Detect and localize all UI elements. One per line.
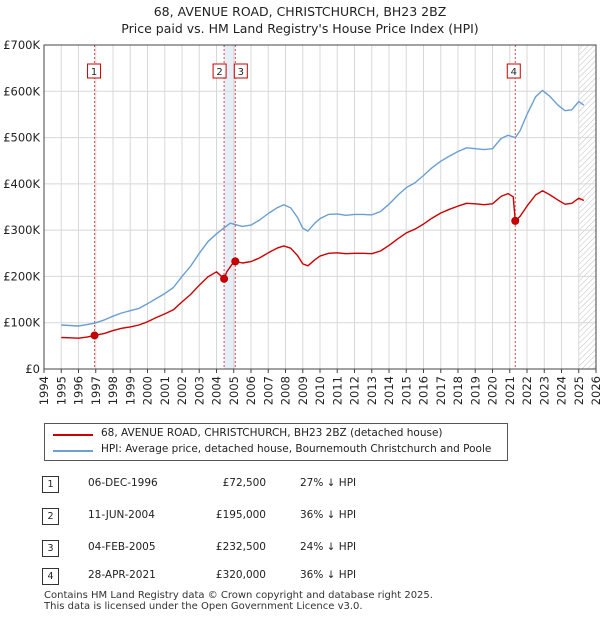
hpi-series-line: [61, 89, 585, 327]
x-tick-label: 2023: [537, 376, 551, 405]
x-tick-label: 2026: [589, 376, 600, 405]
x-tick-label: 1997: [89, 376, 103, 405]
x-tick-label: 2006: [244, 376, 258, 405]
sale-point: [90, 331, 99, 340]
sale-point: [511, 216, 520, 225]
sale-hpi-diff: 24% ↓ HPI: [300, 541, 357, 553]
x-tick-label: 2018: [451, 376, 465, 405]
sale-hpi-diff: 36% ↓ HPI: [300, 509, 357, 521]
x-tick-label: 2020: [486, 376, 500, 405]
price-chart: 1 2 3 4 £0 £100K £200K £300K £400K £500K £600K £70…: [3, 38, 600, 405]
chart-subtitle: Price paid vs. HM Land Registry's House …: [121, 21, 479, 36]
x-tick-label: 2021: [503, 376, 517, 405]
legend: 68, AVENUE ROAD, CHRISTCHURCH, BH23 2BZ …: [44, 423, 508, 461]
x-tick-label: 2009: [296, 376, 310, 405]
sale-marker-label: 3: [238, 67, 244, 78]
sale-number-badge: 2: [42, 508, 59, 525]
x-tick-label: 2000: [141, 376, 155, 405]
x-tick-label: 1995: [54, 376, 68, 405]
sale-marker-box: [233, 63, 248, 79]
sale-marker-box: [506, 63, 521, 79]
y-tick-label: £0: [25, 362, 40, 376]
footer-copyright: Contains HM Land Registry data © Crown c…: [44, 590, 433, 601]
x-tick-label: 1994: [37, 376, 51, 405]
sale-price: £72,500: [222, 477, 266, 489]
sale-point: [231, 257, 240, 266]
sale-hpi-diff: 27% ↓ HPI: [300, 477, 357, 489]
sale-date: 06-DEC-1996: [88, 477, 158, 489]
legend-label-hpi: HPI: Average price, detached house, Bour…: [101, 443, 492, 455]
x-tick-label: 2014: [382, 376, 396, 405]
sale-number-badge: 3: [42, 540, 59, 557]
sale-marker-box: [87, 63, 102, 79]
x-tick-label: 2016: [417, 376, 431, 405]
y-tick-label: £400K: [3, 177, 40, 191]
x-tick-label: 2024: [555, 376, 569, 405]
x-tick-label: 1996: [72, 376, 86, 405]
sale-marker-label: 1: [91, 67, 97, 78]
sale-date: 04-FEB-2005: [88, 541, 156, 553]
legend-label-property: 68, AVENUE ROAD, CHRISTCHURCH, BH23 2BZ …: [101, 427, 443, 439]
sale-number-badge: 4: [42, 568, 59, 585]
plot-frame: [43, 44, 597, 370]
property-series-line: [61, 190, 585, 339]
shaded-period: [224, 45, 236, 369]
footer-licence: This data is licensed under the Open Gov…: [44, 601, 363, 612]
sale-row: 1 06-DEC-1996 £72,500 27% ↓ HPI: [0, 474, 600, 494]
x-tick-label: 2005: [227, 376, 241, 405]
x-tick-label: 2007: [261, 376, 275, 405]
x-tick-label: 2012: [348, 376, 362, 405]
x-tick-label: 2017: [434, 376, 448, 405]
y-tick-label: £300K: [3, 223, 40, 237]
x-tick-label: 1999: [123, 376, 137, 405]
x-tick-label: 2002: [175, 376, 189, 405]
legend-swatch-property: [53, 434, 93, 436]
y-tick-label: £600K: [3, 84, 40, 98]
x-tick-label: 2008: [279, 376, 293, 405]
x-tick-label: 2015: [399, 376, 413, 405]
x-tick-label: 2004: [210, 376, 224, 405]
x-tick-label: 2025: [572, 376, 586, 405]
legend-swatch-hpi: [53, 450, 93, 452]
sale-price: £232,500: [215, 541, 266, 553]
x-tick-label: 2013: [365, 376, 379, 405]
y-tick-label: £200K: [3, 269, 40, 283]
x-tick-label: 1998: [106, 376, 120, 405]
sale-price: £195,000: [215, 509, 266, 521]
y-tick-label: £100K: [3, 316, 40, 330]
sale-row: 2 11-JUN-2004 £195,000 36% ↓ HPI: [0, 506, 600, 526]
y-tick-label: £500K: [3, 131, 40, 145]
chart-title: 68, AVENUE ROAD, CHRISTCHURCH, BH23 2BZ: [153, 4, 447, 19]
x-tick-label: 2010: [313, 376, 327, 405]
footer-attribution: Contains HM Land Registry data © Crown c…: [44, 590, 433, 612]
x-tick-label: 2022: [520, 376, 534, 405]
sale-date: 11-JUN-2004: [88, 509, 155, 521]
x-tick-label: 2011: [330, 376, 344, 405]
sale-marker-label: 4: [511, 67, 517, 78]
sale-date: 28-APR-2021: [88, 569, 156, 581]
x-tick-label: 2001: [158, 376, 172, 405]
x-tick-label: 2003: [192, 376, 206, 405]
sale-row: 4 28-APR-2021 £320,000 36% ↓ HPI: [0, 566, 600, 586]
projection-hatch: [578, 45, 596, 369]
sale-marker-label: 2: [216, 67, 222, 78]
sale-hpi-diff: 36% ↓ HPI: [300, 569, 357, 581]
sale-number-badge: 1: [42, 476, 59, 493]
sale-row: 3 04-FEB-2005 £232,500 24% ↓ HPI: [0, 538, 600, 558]
y-tick-label: £700K: [3, 38, 40, 52]
x-tick-label: 2019: [468, 376, 482, 405]
sale-marker-box: [212, 63, 227, 79]
sale-price: £320,000: [215, 569, 266, 581]
sale-point: [220, 274, 229, 283]
